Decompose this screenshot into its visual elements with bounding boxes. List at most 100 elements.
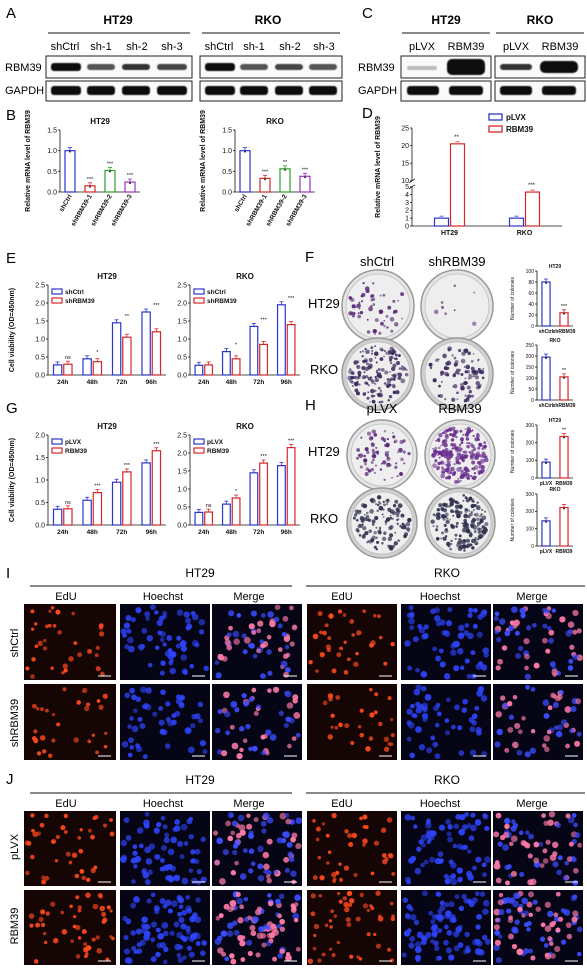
- colony: [389, 514, 392, 517]
- colony: [438, 503, 443, 508]
- hoechst-nucleus: [404, 876, 411, 883]
- hoechst-nucleus: [408, 605, 414, 611]
- colony: [348, 311, 353, 316]
- merge-nucleus: [497, 841, 503, 847]
- edu-nucleus: [78, 848, 84, 854]
- colony: [459, 466, 462, 470]
- merge-nucleus: [224, 956, 230, 962]
- edu-nucleus: [344, 829, 349, 834]
- colony: [371, 523, 375, 526]
- y-tick-label: 1.5: [35, 318, 45, 325]
- edu-nucleus: [73, 915, 77, 919]
- merge-nucleus: [246, 813, 251, 818]
- colony: [387, 536, 392, 542]
- merge-nucleus: [549, 661, 556, 668]
- edu-nucleus: [98, 631, 105, 637]
- hoechst-nucleus: [174, 825, 181, 832]
- colony: [459, 534, 462, 538]
- colony: [446, 460, 450, 464]
- hoechst-nucleus: [484, 856, 491, 864]
- plates-h: [346, 419, 496, 559]
- colony: [437, 358, 440, 361]
- edu-nucleus: [346, 890, 353, 897]
- merge-nucleus: [273, 686, 280, 693]
- edu-nucleus: [45, 911, 50, 916]
- colony: [386, 456, 391, 462]
- colony: [397, 299, 399, 302]
- hoechst-nucleus: [437, 909, 443, 915]
- hoechst-nucleus: [448, 901, 455, 908]
- edu-nucleus: [328, 696, 333, 702]
- merge-nucleus: [544, 952, 552, 960]
- merge-nucleus: [495, 812, 502, 819]
- edu-nucleus: [312, 875, 318, 881]
- band: [540, 61, 578, 73]
- hoechst-nucleus: [130, 902, 137, 909]
- merge-nucleus: [248, 696, 254, 702]
- hoechst-nucleus: [450, 649, 457, 656]
- edu-nucleus: [62, 663, 68, 669]
- edu-nucleus: [87, 828, 92, 833]
- colony: [432, 449, 438, 454]
- hoechst-nucleus: [481, 609, 488, 615]
- edu-nucleus: [69, 904, 73, 909]
- hoechst-nucleus: [464, 658, 470, 664]
- hoechst-nucleus: [457, 877, 463, 883]
- colony: [474, 375, 479, 380]
- merge-nucleus: [505, 908, 512, 914]
- edu-nucleus: [25, 870, 30, 876]
- merge-nucleus: [265, 751, 270, 756]
- hoechst-nucleus: [162, 824, 168, 830]
- colony: [464, 428, 467, 431]
- hoechst-nucleus: [445, 818, 452, 825]
- edu-nucleus: [77, 908, 82, 913]
- edu-nucleus: [325, 644, 332, 650]
- colony: [373, 389, 377, 393]
- colony: [483, 444, 487, 448]
- merge-nucleus: [510, 870, 518, 877]
- band: [51, 63, 81, 71]
- edu-nucleus: [324, 923, 329, 928]
- colony: [474, 512, 479, 517]
- y-tick-label: 40: [528, 302, 534, 308]
- merge-nucleus: [499, 695, 506, 701]
- hoechst-nucleus: [120, 839, 128, 847]
- hoechst-nucleus: [190, 849, 196, 855]
- edu-nucleus: [50, 901, 56, 907]
- hoechst-nucleus: [420, 685, 427, 692]
- panel-letter-j: J: [6, 771, 14, 788]
- data-point: [129, 182, 131, 185]
- colony: [432, 463, 437, 469]
- hoechst-nucleus: [450, 862, 457, 869]
- colony: [379, 357, 384, 361]
- colony: [463, 467, 468, 471]
- bar: [104, 169, 116, 193]
- hoechst-nucleus: [159, 898, 166, 905]
- colony: [438, 456, 441, 459]
- hoechst-nucleus: [435, 621, 441, 627]
- x-tick-label: RBM39: [556, 481, 573, 487]
- colony: [456, 543, 461, 548]
- merge-nucleus: [223, 691, 230, 699]
- colony: [432, 447, 435, 450]
- colony: [395, 390, 400, 395]
- hoechst-nucleus: [444, 631, 451, 638]
- colony: [356, 448, 360, 452]
- hoechst-nucleus: [422, 632, 429, 640]
- merge-nucleus: [270, 925, 278, 933]
- hoechst-nucleus: [475, 924, 481, 930]
- edu-nucleus: [389, 742, 394, 747]
- edu-nucleus: [317, 855, 322, 860]
- significance-label: ***: [288, 439, 295, 445]
- colony: [448, 505, 451, 508]
- hoechst-nucleus: [452, 843, 458, 849]
- colony: [484, 457, 489, 463]
- panel-c-lane-2: RBM39: [448, 41, 485, 53]
- hoechst-nucleus: [404, 640, 411, 647]
- merge-nucleus: [564, 860, 569, 866]
- colony: [433, 309, 439, 315]
- colony: [367, 383, 370, 387]
- colony: [360, 436, 363, 439]
- colony: [378, 392, 383, 397]
- y-tick-label: 0.5: [222, 169, 232, 176]
